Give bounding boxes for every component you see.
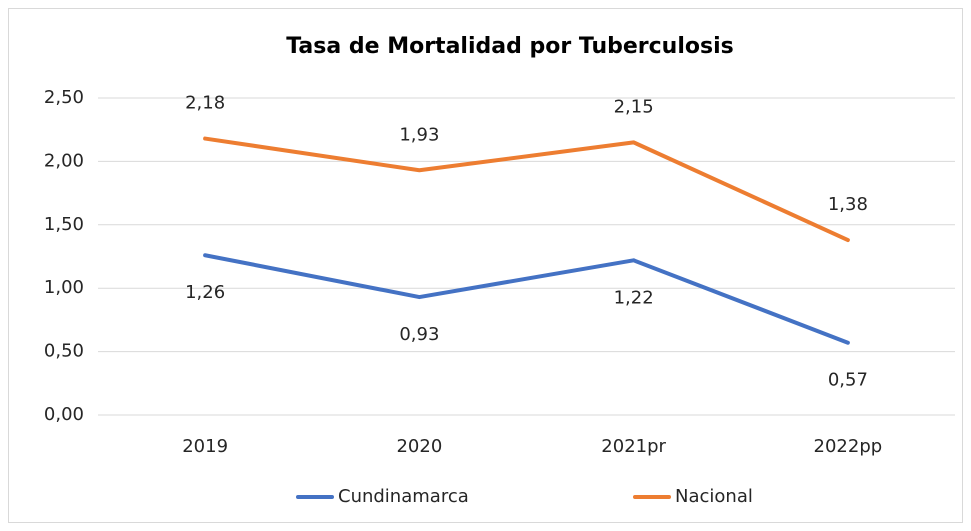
series-line	[203, 136, 850, 243]
data-label: 1,38	[828, 194, 868, 215]
x-tick-label: 2021pr	[601, 436, 666, 457]
legend-label: Cundinamarca	[338, 486, 469, 507]
legend-label: Nacional	[675, 486, 753, 507]
y-tick-label: 1,00	[44, 277, 84, 298]
y-tick-label: 2,00	[44, 150, 84, 171]
x-tick-label: 2020	[396, 436, 442, 457]
data-label: 1,93	[399, 124, 439, 145]
series-line	[203, 253, 850, 345]
x-tick-label: 2022pp	[814, 436, 883, 457]
y-tick-label: 2,50	[44, 87, 84, 108]
y-tick-label: 0,50	[44, 341, 84, 362]
data-label: 0,57	[828, 370, 868, 391]
data-label: 1,26	[185, 282, 225, 303]
chart-title: Tasa de Mortalidad por Tuberculosis	[286, 34, 733, 59]
x-tick-label: 2019	[182, 436, 228, 457]
y-tick-label: 1,50	[44, 214, 84, 235]
data-label: 1,22	[614, 287, 654, 308]
chart-border	[8, 8, 963, 523]
data-label: 2,18	[185, 93, 225, 114]
data-label: 0,93	[399, 324, 439, 345]
y-tick-label: 0,00	[44, 404, 84, 425]
data-label: 2,15	[614, 96, 654, 117]
